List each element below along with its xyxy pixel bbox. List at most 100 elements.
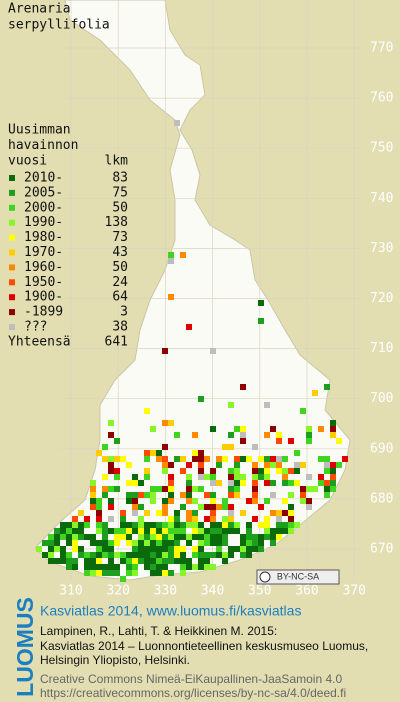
observation-square <box>108 504 114 510</box>
observation-square <box>132 492 138 498</box>
observation-square <box>252 516 258 522</box>
observation-square <box>192 516 198 522</box>
observation-square <box>252 444 258 450</box>
observation-square <box>228 546 234 552</box>
observation-square <box>234 426 240 432</box>
observation-square <box>126 552 132 558</box>
observation-square <box>198 396 204 402</box>
observation-square <box>234 462 240 468</box>
observation-square <box>90 492 96 498</box>
observation-square <box>252 546 258 552</box>
observation-square <box>186 540 192 546</box>
observation-square <box>306 504 312 510</box>
observation-square <box>198 504 204 510</box>
observation-square <box>96 450 102 456</box>
observation-square <box>210 552 216 558</box>
observation-square <box>264 462 270 468</box>
observation-square <box>210 426 216 432</box>
observation-square <box>210 528 216 534</box>
observation-square <box>174 120 180 126</box>
observation-square <box>270 528 276 534</box>
observation-square <box>72 528 78 534</box>
observation-square <box>270 480 276 486</box>
observation-square <box>144 534 150 540</box>
observation-square <box>186 558 192 564</box>
observation-square <box>144 528 150 534</box>
observation-square <box>156 510 162 516</box>
observation-square <box>276 468 282 474</box>
observation-square <box>174 546 180 552</box>
observation-square <box>258 318 264 324</box>
observation-square <box>282 522 288 528</box>
observation-square <box>150 534 156 540</box>
observation-square <box>144 558 150 564</box>
observation-square <box>102 570 108 576</box>
observation-square <box>114 528 120 534</box>
observation-square <box>150 522 156 528</box>
observation-square <box>84 522 90 528</box>
observation-square <box>54 534 60 540</box>
observation-square <box>48 546 54 552</box>
grid-label: 700 <box>370 391 393 406</box>
observation-square <box>264 432 270 438</box>
observation-square <box>84 570 90 576</box>
observation-square <box>90 564 96 570</box>
observation-square <box>342 456 348 462</box>
observation-square <box>114 564 120 570</box>
observation-square <box>306 498 312 504</box>
observation-square <box>180 468 186 474</box>
observation-square <box>108 546 114 552</box>
observation-square <box>102 552 108 558</box>
observation-square <box>120 510 126 516</box>
observation-square <box>108 462 114 468</box>
observation-square <box>192 450 198 456</box>
observation-square <box>270 540 276 546</box>
observation-square <box>78 552 84 558</box>
grid-label: 760 <box>370 91 393 106</box>
legend-count: 50 <box>112 260 128 275</box>
observation-square <box>60 534 66 540</box>
observation-square <box>66 534 72 540</box>
observation-square <box>156 528 162 534</box>
observation-square <box>222 534 228 540</box>
observation-square <box>300 486 306 492</box>
observation-square <box>48 552 54 558</box>
legend-swatch <box>9 324 15 330</box>
grid-label: 340 <box>201 584 224 599</box>
observation-square <box>132 528 138 534</box>
legend-count: 50 <box>112 200 128 215</box>
observation-square <box>144 450 150 456</box>
observation-square <box>210 516 216 522</box>
observation-square <box>276 534 282 540</box>
observation-square <box>156 534 162 540</box>
observation-square <box>96 564 102 570</box>
observation-square <box>144 492 150 498</box>
observation-square <box>144 564 150 570</box>
observation-square <box>210 468 216 474</box>
observation-square <box>162 564 168 570</box>
observation-square <box>102 564 108 570</box>
observation-square <box>90 558 96 564</box>
observation-square <box>126 528 132 534</box>
observation-square <box>300 408 306 414</box>
observation-square <box>138 492 144 498</box>
observation-square <box>132 480 138 486</box>
observation-square <box>276 432 282 438</box>
observation-square <box>102 528 108 534</box>
legend-swatch <box>9 309 15 316</box>
observation-square <box>312 486 318 492</box>
legend-total: 641 <box>105 335 128 350</box>
observation-square <box>150 564 156 570</box>
grid-label: 710 <box>370 341 393 356</box>
observation-square <box>144 474 150 480</box>
legend-swatch <box>9 204 15 211</box>
observation-square <box>204 492 210 498</box>
observation-square <box>96 516 102 522</box>
observation-square <box>72 522 78 528</box>
title-line: Arenaria <box>8 2 71 17</box>
observation-square <box>264 522 270 528</box>
observation-square <box>240 510 246 516</box>
observation-square <box>240 432 246 438</box>
observation-square <box>246 522 252 528</box>
